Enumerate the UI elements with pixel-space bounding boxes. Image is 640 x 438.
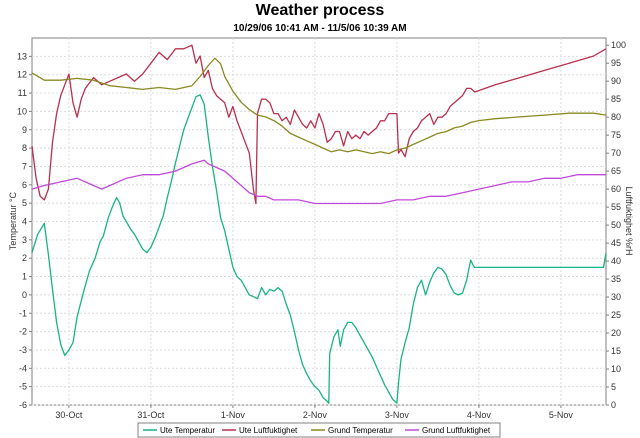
x-tick-label: 5-Nov	[549, 410, 574, 420]
y-left-tick-label: 0	[22, 290, 27, 300]
y-left-tick-label: 3	[22, 235, 27, 245]
y-right-tick-label: 80	[611, 112, 621, 122]
y-left-tick-label: -3	[19, 345, 27, 355]
y-right-tick-label: 35	[611, 274, 621, 284]
legend-label: Grund Temperatur	[328, 426, 393, 435]
y-right-tick-label: 45	[611, 238, 621, 248]
y-right-tick-label: 5	[611, 382, 616, 392]
y-left-tick-label: 12	[17, 70, 27, 80]
legend: Ute Temperatur Ute Luftfuktighet Grund Tem…	[137, 422, 501, 438]
legend-items: Ute Temperatur Ute Luftfuktighet Grund Tem…	[143, 426, 491, 435]
y-right-tick-label: 65	[611, 166, 621, 176]
y-left-tick-label: 11	[18, 88, 27, 98]
x-tick-label: 1-Nov	[221, 410, 246, 420]
legend-label: Grund Luftfuktighet	[422, 426, 491, 435]
y-right-tick-label: 40	[611, 256, 621, 266]
y-left-tick-label: -1	[19, 308, 27, 318]
x-tick-label: 3-Nov	[385, 410, 410, 420]
plot-area	[31, 37, 607, 406]
series-line-1	[31, 44, 607, 205]
y-left-tick-label: 1	[22, 272, 27, 282]
y-right-tick-label: 25	[611, 310, 621, 320]
y-right-tick-label: 30	[611, 292, 621, 302]
y-left-tick-label: 10	[17, 106, 27, 116]
gridlines	[32, 38, 606, 406]
chart-subtitle: 10/29/06 10:41 AM - 11/5/06 10:39 AM	[233, 23, 406, 34]
y-left-tick-label: -2	[19, 327, 27, 337]
y-right-tick-label: 10	[611, 364, 621, 374]
series-line-2	[31, 57, 607, 155]
y-left-tick-label: -4	[19, 363, 27, 373]
y-right-tick-label: 100	[611, 40, 626, 50]
x-tick-label: 4-Nov	[467, 410, 492, 420]
legend-label: Ute Temperatur	[160, 426, 215, 435]
y-right-tick-label: 15	[611, 346, 621, 356]
y-left-tick-label: 8	[22, 143, 27, 153]
legend-label: Ute Luftfuktighet	[239, 426, 298, 435]
y-left-tick-label: 4	[22, 217, 27, 227]
y-left-tick-label: 7	[22, 161, 27, 171]
y-right-tick-label: 75	[611, 130, 621, 140]
y-right-tick-label: 0	[611, 400, 616, 410]
series-lines	[31, 44, 607, 404]
y-axis-left-label: Temperatur °C	[8, 191, 18, 250]
y-left-tick-label: 2	[22, 253, 27, 263]
y-right-tick-label: 90	[611, 76, 621, 86]
y-right-tick-label: 95	[611, 58, 621, 68]
y-right-tick-label: 60	[611, 184, 621, 194]
x-tick-label: 31-Oct	[137, 410, 165, 420]
series-line-0	[31, 94, 607, 404]
y-left-tick-label: 5	[22, 198, 27, 208]
y-left-tick-label: 13	[17, 51, 27, 61]
series-line-3	[31, 159, 606, 205]
x-tick-label: 2-Nov	[303, 410, 328, 420]
y-right-tick-label: 70	[611, 148, 621, 158]
chart-title: Weather process	[256, 2, 385, 19]
axis-ticks: -6-5-4-3-2-10123456789101112130510152025…	[17, 40, 626, 420]
y-right-tick-label: 20	[611, 328, 621, 338]
y-left-tick-label: -5	[19, 382, 27, 392]
x-tick-label: 30-Oct	[55, 410, 83, 420]
y-right-tick-label: 85	[611, 94, 621, 104]
y-left-tick-label: 9	[22, 125, 27, 135]
y-left-tick-label: 6	[22, 180, 27, 190]
y-left-tick-label: -6	[19, 400, 27, 410]
y-right-tick-label: 50	[611, 220, 621, 230]
y-right-tick-label: 55	[611, 202, 621, 212]
y-axis-right-label: Luftfuktighet %rH	[624, 186, 634, 255]
